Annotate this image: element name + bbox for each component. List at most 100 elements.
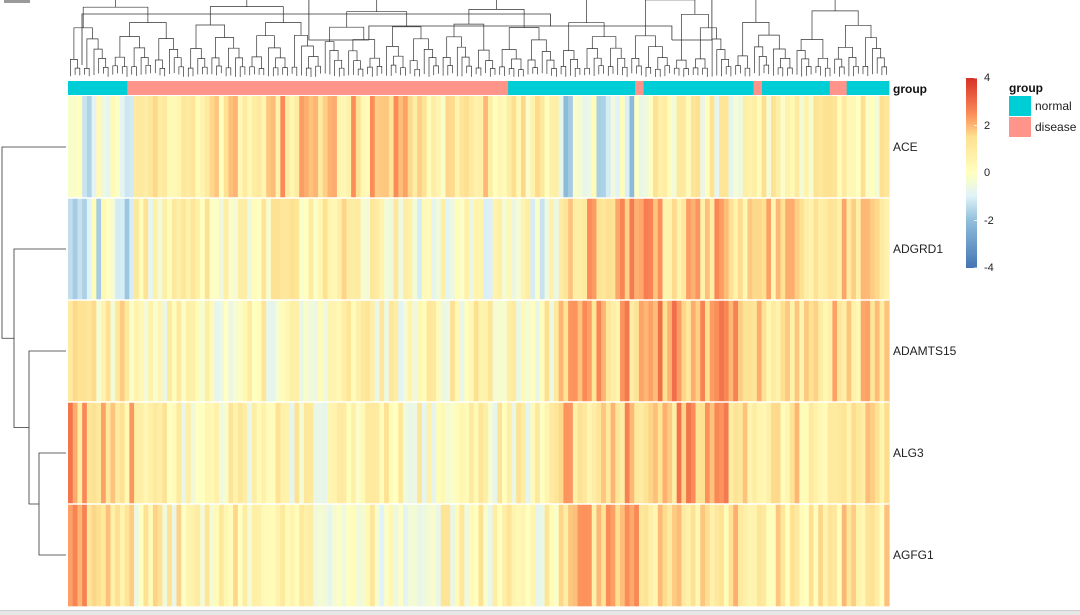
heatmap-cell [365,300,371,403]
heatmap-cell [879,504,885,607]
heatmap-cell [124,402,130,505]
heatmap-cell [568,402,574,505]
heatmap-cell [728,198,734,301]
heatmap-cell [648,402,654,505]
heatmap-cell [516,504,522,607]
heatmap-cell [634,504,640,607]
heatmap-cell [855,96,862,199]
heatmap-cell [445,402,451,505]
heatmap-cell [393,402,399,505]
column-dendrogram-branch [834,58,843,74]
column-dendrogram-branch [584,67,590,76]
heatmap-cell [365,96,371,199]
heatmap-cell [190,96,196,199]
annotation-disease [753,81,763,95]
heatmap-cell [704,198,711,301]
heatmap-cell [417,96,423,199]
heatmap-cell [209,504,215,607]
heatmap-cell [421,504,428,607]
heatmap-cell [303,402,310,505]
heatmap-cell [228,402,234,505]
heatmap-cell [318,504,324,607]
heatmap-cell [818,300,824,403]
heatmap-cell [851,402,857,505]
heatmap-cell [723,198,730,301]
heatmap-cell [775,504,782,607]
heatmap-cell [214,198,220,301]
heatmap-cell [870,198,876,301]
heatmap-cell [568,300,574,403]
heatmap-cell [700,402,706,505]
heatmap-cell [388,96,395,199]
heatmap-cell [464,300,470,403]
heatmap-cell [884,198,890,301]
heatmap-cell [671,402,678,505]
heatmap-cell [766,402,772,505]
heatmap-cell [440,300,447,403]
heatmap-cell [252,402,258,505]
column-dendrogram-branch [145,64,151,75]
column-dendrogram-branch [499,66,505,76]
heatmap-cell [563,96,569,199]
heatmap-cell [223,96,230,199]
heatmap-cell [591,300,598,403]
heatmap-cell [535,300,541,403]
heatmap-cell [355,402,362,505]
column-dendrogram-branch [876,57,885,74]
heatmap-cell [780,402,786,505]
heatmap-cell [289,198,296,301]
heatmap-cell [615,504,621,607]
column-dendrogram-branch [272,67,279,77]
column-dendrogram-branch [824,67,831,77]
column-dendrogram-branch [169,49,179,74]
heatmap-cell [412,96,418,199]
heatmap-cell [610,96,616,199]
heatmap-cell [124,504,130,607]
heatmap-cell [473,504,480,607]
heatmap-cell [426,300,432,403]
heatmap-cell [332,402,338,505]
heatmap-cell [204,198,211,301]
heatmap-cell [285,402,291,505]
column-dendrogram-branch [671,0,713,41]
heatmap-cell [761,504,767,607]
heatmap-cell [256,402,263,505]
heatmap-cell [134,402,140,505]
annotation-disease [829,81,848,95]
heatmap-cell [530,300,536,403]
heatmap-cell [176,300,182,403]
column-dendrogram-branch [570,59,578,76]
heatmap-cell [341,300,347,403]
heatmap-cell [752,198,758,301]
column-dendrogram-branch [84,68,90,77]
heatmap-cell [384,402,390,505]
heatmap-cell [671,300,678,403]
heatmap-cell [624,198,631,301]
annotation-disease [635,81,644,95]
heatmap-cell [520,198,527,301]
heatmap-cell [403,198,409,301]
column-dendrogram-branch [541,51,551,74]
heatmap-cell [68,402,74,505]
heatmap-cell [497,300,503,403]
heatmap-cell [388,402,395,505]
heatmap-cell [558,198,565,301]
heatmap-cell [804,504,810,607]
heatmap-cell [256,300,263,403]
heatmap-cell [487,402,494,505]
column-dendrogram-branch [475,67,482,76]
heatmap-cell [520,402,527,505]
column-dendrogram-branch [112,65,118,75]
heatmap-cell [280,504,286,607]
heatmap-cell [511,300,517,403]
heatmap-cell [412,504,418,607]
heatmap-cell [780,198,786,301]
column-dendrogram-branch [586,0,587,23]
heatmap-cell [747,198,753,301]
heatmap-cell [459,96,465,199]
heatmap-cell [379,504,385,607]
heatmap-cell [242,198,248,301]
heatmap-cell [412,402,418,505]
heatmap-cell [214,504,220,607]
heatmap-cell [341,96,347,199]
